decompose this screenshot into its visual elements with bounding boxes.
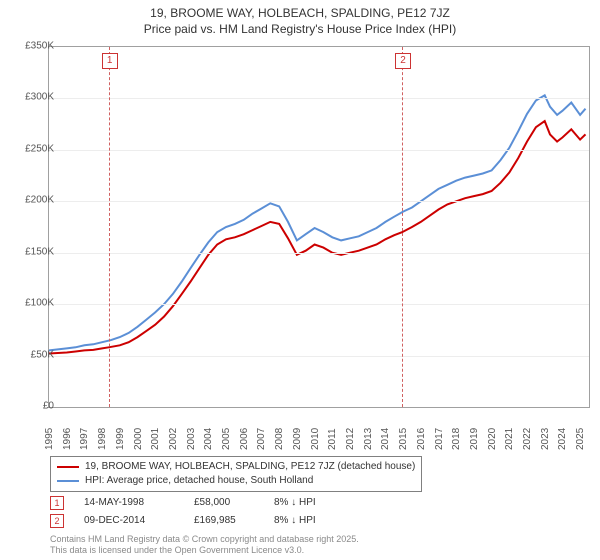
x-axis-label: 2016 bbox=[416, 428, 427, 450]
x-axis-label: 2011 bbox=[327, 428, 338, 450]
gridline-h bbox=[49, 201, 589, 202]
footer: Contains HM Land Registry data © Crown c… bbox=[50, 534, 359, 556]
legend-label-price-paid: 19, BROOME WAY, HOLBEACH, SPALDING, PE12… bbox=[85, 460, 415, 474]
x-axis-label: 2004 bbox=[203, 428, 214, 450]
x-axis-label: 2005 bbox=[221, 428, 232, 450]
x-axis-label: 2014 bbox=[380, 428, 391, 450]
title-block: 19, BROOME WAY, HOLBEACH, SPALDING, PE12… bbox=[0, 0, 600, 36]
sale-1-date: 14-MAY-1998 bbox=[84, 494, 174, 512]
footer-line-2: This data is licensed under the Open Gov… bbox=[50, 545, 359, 556]
x-axis-label: 2009 bbox=[292, 428, 303, 450]
sales-row-1: 1 14-MAY-1998 £58,000 8% ↓ HPI bbox=[50, 494, 354, 512]
x-axis-label: 2023 bbox=[540, 428, 551, 450]
x-axis-label: 2002 bbox=[168, 428, 179, 450]
x-axis-label: 1997 bbox=[79, 428, 90, 450]
x-axis-label: 1996 bbox=[62, 428, 73, 450]
x-axis-label: 2013 bbox=[363, 428, 374, 450]
x-axis-label: 2024 bbox=[557, 428, 568, 450]
x-axis-label: 2022 bbox=[522, 428, 533, 450]
sale-1-price: £58,000 bbox=[194, 494, 254, 512]
y-axis-label: £250K bbox=[25, 143, 54, 154]
sale-marker-2: 2 bbox=[395, 53, 411, 69]
chart-container: 19, BROOME WAY, HOLBEACH, SPALDING, PE12… bbox=[0, 0, 600, 560]
footer-line-1: Contains HM Land Registry data © Crown c… bbox=[50, 534, 359, 545]
x-axis-label: 2001 bbox=[150, 428, 161, 450]
x-axis-label: 2019 bbox=[469, 428, 480, 450]
sale-marker-1: 1 bbox=[102, 53, 118, 69]
sale-marker-2-icon: 2 bbox=[50, 514, 64, 528]
x-axis-label: 2018 bbox=[451, 428, 462, 450]
gridline-h bbox=[49, 304, 589, 305]
x-axis-label: 2010 bbox=[310, 428, 321, 450]
sale-line bbox=[402, 47, 403, 407]
x-axis-label: 2012 bbox=[345, 428, 356, 450]
legend-label-hpi: HPI: Average price, detached house, Sout… bbox=[85, 474, 313, 488]
x-axis-label: 2006 bbox=[239, 428, 250, 450]
y-axis-label: £100K bbox=[25, 298, 54, 309]
chart-lines-svg bbox=[49, 47, 589, 407]
x-axis-label: 2000 bbox=[133, 428, 144, 450]
gridline-h bbox=[49, 356, 589, 357]
y-axis-label: £0 bbox=[43, 401, 54, 412]
legend: 19, BROOME WAY, HOLBEACH, SPALDING, PE12… bbox=[50, 456, 422, 492]
title-address: 19, BROOME WAY, HOLBEACH, SPALDING, PE12… bbox=[0, 6, 600, 20]
y-axis-label: £300K bbox=[25, 92, 54, 103]
sale-2-diff: 8% ↓ HPI bbox=[274, 512, 354, 530]
series-line-hpi bbox=[49, 95, 586, 350]
x-axis-label: 2020 bbox=[487, 428, 498, 450]
legend-row-price-paid: 19, BROOME WAY, HOLBEACH, SPALDING, PE12… bbox=[57, 460, 415, 474]
sale-1-diff: 8% ↓ HPI bbox=[274, 494, 354, 512]
y-axis-label: £150K bbox=[25, 246, 54, 257]
x-axis-label: 2017 bbox=[434, 428, 445, 450]
legend-row-hpi: HPI: Average price, detached house, Sout… bbox=[57, 474, 415, 488]
sale-line bbox=[109, 47, 110, 407]
gridline-h bbox=[49, 253, 589, 254]
gridline-h bbox=[49, 150, 589, 151]
x-axis-label: 2015 bbox=[398, 428, 409, 450]
sales-row-2: 2 09-DEC-2014 £169,985 8% ↓ HPI bbox=[50, 512, 354, 530]
series-line-price_paid bbox=[49, 121, 586, 353]
sale-2-date: 09-DEC-2014 bbox=[84, 512, 174, 530]
x-axis-label: 2003 bbox=[186, 428, 197, 450]
x-axis-label: 2008 bbox=[274, 428, 285, 450]
x-axis-label: 2007 bbox=[256, 428, 267, 450]
y-axis-label: £350K bbox=[25, 41, 54, 52]
title-subtitle: Price paid vs. HM Land Registry's House … bbox=[0, 22, 600, 36]
legend-swatch-hpi bbox=[57, 480, 79, 482]
y-axis-label: £200K bbox=[25, 195, 54, 206]
sale-2-price: £169,985 bbox=[194, 512, 254, 530]
gridline-h bbox=[49, 98, 589, 99]
legend-swatch-price-paid bbox=[57, 466, 79, 468]
sale-marker-1-icon: 1 bbox=[50, 496, 64, 510]
x-axis-label: 1998 bbox=[97, 428, 108, 450]
y-axis-label: £50K bbox=[31, 349, 54, 360]
chart-plot-area: 12 bbox=[48, 46, 590, 408]
x-axis-label: 2025 bbox=[575, 428, 586, 450]
x-axis-label: 1995 bbox=[44, 428, 55, 450]
sales-table: 1 14-MAY-1998 £58,000 8% ↓ HPI 2 09-DEC-… bbox=[50, 494, 354, 530]
x-axis-label: 2021 bbox=[504, 428, 515, 450]
x-axis-label: 1999 bbox=[115, 428, 126, 450]
